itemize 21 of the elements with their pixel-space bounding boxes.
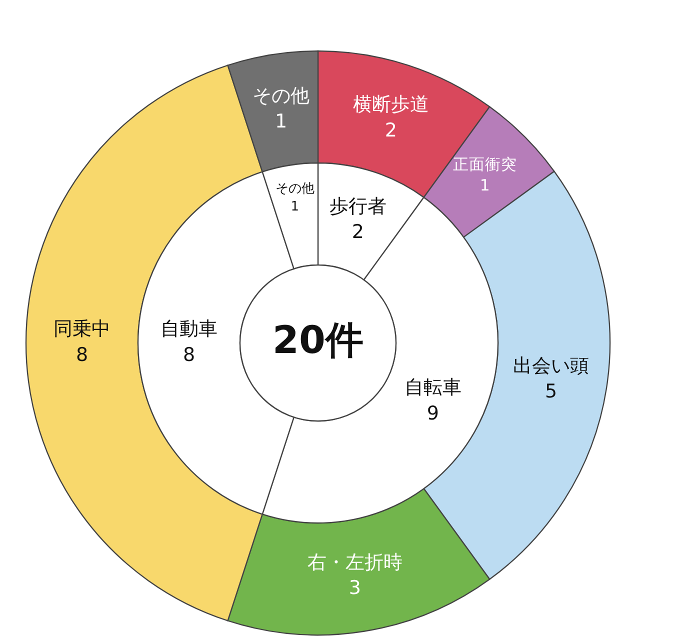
slice-label: 右・左折時 xyxy=(307,551,402,574)
data-label: 1 xyxy=(290,198,300,214)
data-label: 1 xyxy=(480,176,490,196)
slice-label: 歩行者 xyxy=(329,196,386,218)
slice-label: その他 xyxy=(275,181,314,196)
data-label: 2 xyxy=(352,221,364,244)
slice-label: 自転車 xyxy=(404,376,462,399)
text: 20件 xyxy=(272,318,364,362)
data-label: 9 xyxy=(426,402,439,425)
slice-label: 出会い頭 xyxy=(513,355,590,378)
data-label: 2 xyxy=(384,120,397,142)
slice-label: 同乗中 xyxy=(54,318,110,340)
slice-label: 正面衝突 xyxy=(452,154,517,174)
slice-label: 自動車 xyxy=(160,318,218,340)
slice-label: 横断歩道 xyxy=(352,94,429,116)
data-label: 3 xyxy=(348,577,361,600)
data-label: 5 xyxy=(545,380,558,403)
data-label: 8 xyxy=(182,344,196,366)
data-label: 8 xyxy=(76,344,88,366)
data-label: 1 xyxy=(275,110,288,133)
slice-label: その他 xyxy=(252,85,310,108)
